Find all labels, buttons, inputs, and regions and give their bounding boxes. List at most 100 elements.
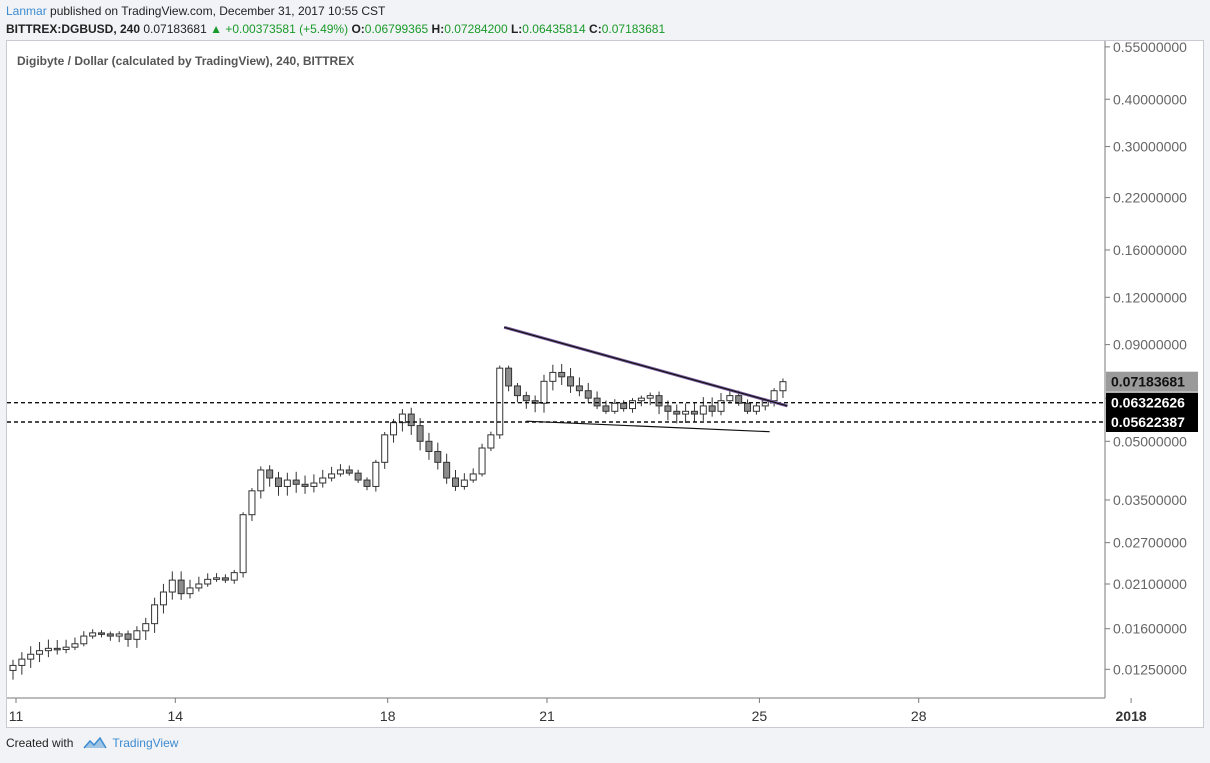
candle-body	[319, 477, 327, 484]
candle-body	[230, 572, 238, 581]
close-label: C:	[589, 22, 602, 36]
symbol-name: BITTREX:DGBUSD, 240	[6, 22, 141, 36]
candle-body	[168, 579, 176, 593]
candle-body	[708, 405, 716, 412]
candle-body	[195, 583, 203, 589]
chart-title: Digibyte / Dollar (calculated by Trading…	[17, 54, 354, 68]
candle-body	[505, 367, 513, 387]
candle-body	[292, 479, 300, 485]
axes: 0.55000000 0.40000000 0.30000000 0.22000000…	[7, 41, 1187, 724]
candle-body	[363, 479, 371, 487]
open-label: O:	[351, 22, 365, 36]
candle-body	[89, 632, 97, 637]
candle-body	[9, 664, 17, 671]
price-label-text: 0.07183681	[1111, 374, 1185, 390]
price-labels: 0.07183681 0.06322626 0.05622387	[1106, 371, 1198, 432]
author-link[interactable]: Lanmar	[6, 4, 47, 18]
candle-body	[752, 405, 760, 412]
candle-body	[71, 643, 79, 648]
y-tick-label: 0.01250000	[1113, 661, 1187, 677]
price-label-box	[1106, 371, 1198, 392]
candle-body	[142, 623, 150, 632]
candle-body	[416, 425, 424, 442]
close-value: 0.07183681	[601, 22, 666, 36]
candle-body	[80, 635, 88, 645]
candle-body	[372, 461, 380, 487]
candle-body	[540, 380, 548, 404]
candle-body	[151, 604, 159, 625]
candle-body	[266, 469, 274, 479]
candle-body	[425, 440, 433, 452]
candle-body	[18, 658, 26, 666]
candle-body	[62, 646, 70, 651]
chart-header: Lanmar published on TradingView.com, Dec…	[0, 0, 1210, 40]
candle-body	[257, 469, 265, 492]
x-tick-label: 18	[380, 708, 396, 724]
candle-body	[567, 376, 575, 387]
candle-body	[336, 469, 344, 475]
candle-body	[549, 371, 557, 382]
candle-body	[36, 650, 44, 655]
low-label: L:	[510, 22, 523, 36]
chart-panel[interactable]: Digibyte / Dollar (calculated by Trading…	[6, 40, 1204, 728]
price-change: ▲ +0.00373581 (+5.49%)	[210, 22, 349, 36]
candle-body	[602, 405, 610, 412]
candle-body	[310, 482, 318, 487]
tradingview-link[interactable]: TradingView	[112, 736, 179, 750]
candle-body	[469, 473, 477, 481]
y-tick-label: 0.02100000	[1113, 576, 1187, 592]
candle-body	[664, 405, 672, 412]
high-label: H:	[431, 22, 445, 36]
candle-body	[434, 450, 442, 463]
candle-body	[133, 630, 141, 640]
candle-body	[407, 413, 415, 427]
candle-body	[611, 402, 619, 412]
candle-body	[283, 479, 291, 487]
candle-body	[673, 410, 681, 415]
candle-body	[637, 397, 645, 402]
candle-body	[301, 483, 309, 487]
candle-body	[177, 579, 185, 595]
candlestick-chart[interactable]: Digibyte / Dollar (calculated by Trading…	[7, 41, 1203, 727]
candle-body	[558, 371, 566, 378]
candle-body	[275, 477, 282, 487]
candle-body	[98, 632, 105, 635]
candle-body	[443, 461, 451, 479]
candle-body	[53, 647, 61, 651]
candle-body	[186, 587, 194, 595]
y-tick-label: 0.12000000	[1113, 289, 1187, 305]
candle-body	[478, 447, 486, 475]
candle-body	[699, 405, 707, 415]
y-tick-label: 0.16000000	[1113, 242, 1187, 258]
candle-body	[124, 633, 132, 640]
candle-body	[496, 367, 504, 436]
y-tick-label: 0.03500000	[1113, 492, 1187, 508]
candle-body	[159, 591, 167, 606]
candle-body	[460, 479, 468, 487]
candle-body	[779, 381, 787, 392]
symbol-line: BITTREX:DGBUSD, 240 0.07183681 ▲ +0.0037…	[6, 22, 665, 36]
support-trendline	[526, 420, 770, 433]
candle-body	[690, 410, 698, 415]
candle-body	[655, 395, 663, 407]
y-tick-label: 0.09000000	[1113, 337, 1187, 353]
candle-body	[513, 385, 521, 397]
x-tick-label: 2018	[1116, 708, 1147, 724]
last-price: 0.07183681	[143, 22, 207, 36]
candle-body	[239, 514, 247, 574]
price-label-box	[1106, 392, 1198, 413]
high-value: 0.07284200	[444, 22, 508, 36]
y-tick-label: 0.30000000	[1113, 139, 1187, 155]
candle-body	[522, 395, 530, 402]
publish-info: published on TradingView.com, December 3…	[50, 4, 386, 18]
price-label-box	[1106, 411, 1198, 432]
x-tick-label: 11	[9, 708, 24, 724]
drawings	[7, 325, 1105, 433]
candle-body	[390, 422, 398, 436]
candle-body	[487, 434, 495, 449]
candle-body	[345, 469, 353, 474]
footer: Created with TradingView	[6, 736, 178, 750]
candle-body	[452, 477, 459, 487]
tradingview-logo-icon[interactable]	[83, 736, 108, 750]
candle-body	[27, 653, 35, 660]
